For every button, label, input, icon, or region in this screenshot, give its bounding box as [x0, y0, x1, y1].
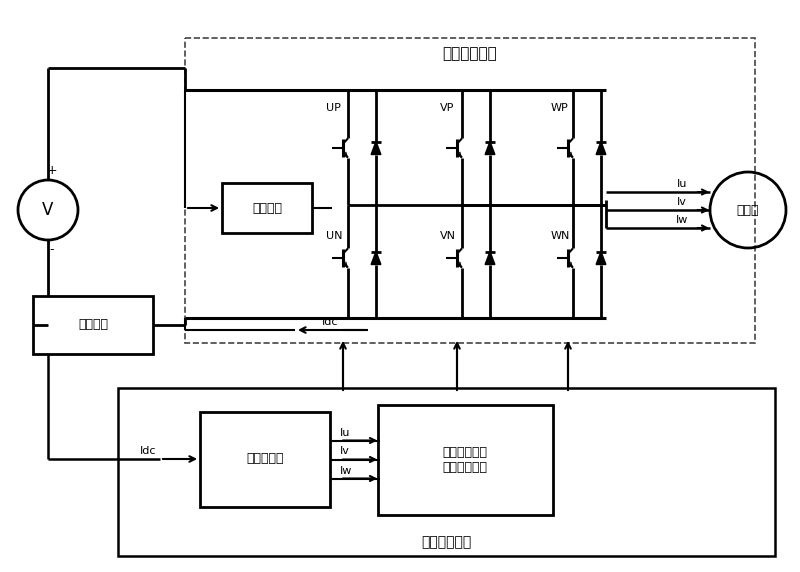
Polygon shape: [371, 252, 381, 264]
Text: 检测电阻: 检测电阻: [78, 319, 108, 332]
Text: Iu: Iu: [677, 179, 687, 189]
Text: V: V: [42, 201, 54, 219]
Text: -: -: [50, 244, 54, 256]
Text: 压缩机: 压缩机: [737, 204, 759, 216]
Text: VN: VN: [440, 231, 456, 241]
Text: 过流保护: 过流保护: [252, 201, 282, 214]
Bar: [200, 412, 330, 507]
Bar: [378, 405, 553, 515]
Text: +: +: [46, 164, 58, 177]
Text: VP: VP: [440, 103, 454, 113]
Text: WN: WN: [551, 231, 570, 241]
Polygon shape: [485, 141, 495, 154]
Text: 矢量控制分析
和变频控制部: 矢量控制分析 和变频控制部: [442, 446, 487, 474]
Text: WP: WP: [551, 103, 569, 113]
Text: UN: UN: [326, 231, 342, 241]
Polygon shape: [596, 141, 606, 154]
Text: UP: UP: [326, 103, 341, 113]
Text: Iw: Iw: [676, 215, 688, 225]
Text: Iw: Iw: [340, 466, 352, 475]
Bar: [33, 296, 153, 354]
Text: Iv: Iv: [677, 197, 687, 207]
Polygon shape: [371, 141, 381, 154]
Text: Idc: Idc: [140, 446, 156, 456]
Bar: [118, 388, 775, 556]
Text: Iv: Iv: [340, 447, 350, 456]
Text: 智能变频模块: 智能变频模块: [442, 46, 498, 62]
Polygon shape: [596, 252, 606, 264]
Text: 智能控制模块: 智能控制模块: [421, 535, 471, 549]
Text: Iu: Iu: [340, 427, 350, 438]
Polygon shape: [485, 252, 495, 264]
Bar: [222, 183, 312, 233]
Bar: [185, 38, 755, 343]
Text: 电流演算器: 电流演算器: [246, 452, 284, 466]
Text: Idc: Idc: [322, 317, 338, 327]
